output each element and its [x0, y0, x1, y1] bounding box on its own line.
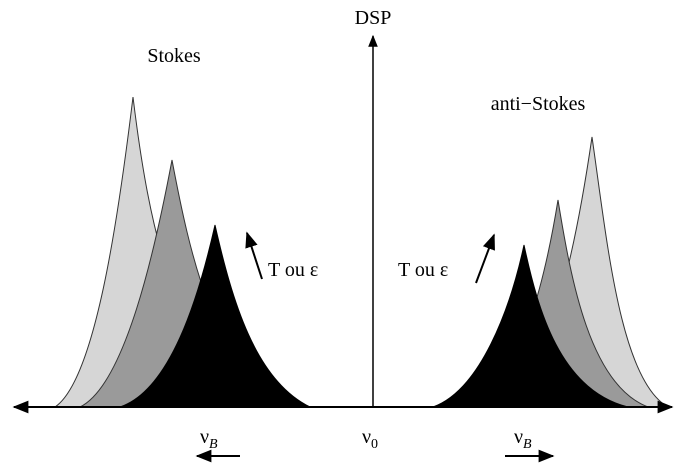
shift-label: T ou ε: [268, 259, 318, 281]
subscript: B: [209, 437, 218, 452]
shift-label: T ou ε: [398, 259, 448, 281]
shift-arrow: [475, 233, 495, 284]
symbol: ν: [362, 426, 371, 448]
y-axis-label: DSP: [355, 7, 392, 29]
antistokes-peak-dark: [432, 244, 629, 408]
shift-arrow: [245, 231, 263, 280]
subscript: 0: [371, 437, 378, 452]
symbol: ν: [200, 426, 209, 448]
subscript: B: [523, 437, 532, 452]
antistokes-label: anti−Stokes: [491, 93, 586, 115]
antistokes-shift: νB: [514, 426, 532, 452]
stokes-peak-dark: [119, 224, 311, 408]
origin-label: ν0: [362, 426, 378, 452]
stokes-shift: νB: [200, 426, 218, 452]
stokes-label: Stokes: [147, 45, 201, 67]
symbol: ν: [514, 426, 523, 448]
